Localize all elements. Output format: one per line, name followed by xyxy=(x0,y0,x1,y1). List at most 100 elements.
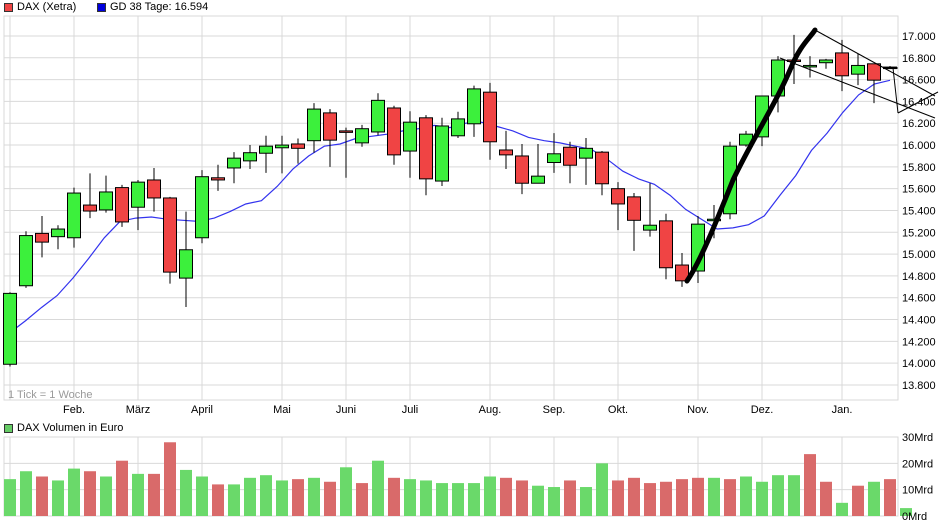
volume-bar xyxy=(804,454,816,516)
volume-bar xyxy=(852,485,864,516)
volume-tick-label: 20Mrd xyxy=(902,458,933,470)
volume-bar xyxy=(340,467,352,516)
volume-bar xyxy=(100,476,112,516)
price-tick-label: 16.000 xyxy=(902,140,936,152)
volume-bar xyxy=(212,484,224,516)
volume-bar xyxy=(308,477,320,516)
volume-bar xyxy=(324,481,336,516)
candle xyxy=(611,182,625,231)
volume-bar xyxy=(180,469,192,516)
volume-tick-label: 10Mrd xyxy=(902,485,933,497)
volume-bar xyxy=(564,480,576,516)
candle xyxy=(467,85,481,137)
candle xyxy=(307,103,321,153)
candle xyxy=(595,151,609,196)
candle xyxy=(339,127,353,178)
month-tick-label: Feb. xyxy=(63,404,85,416)
candle xyxy=(115,184,129,227)
candle xyxy=(387,105,401,165)
candle xyxy=(275,135,289,174)
candle xyxy=(131,179,145,231)
candle xyxy=(819,58,833,69)
price-tick-label: 15.600 xyxy=(902,184,936,196)
candle xyxy=(435,117,449,186)
volume-bar xyxy=(836,502,848,516)
month-tick-label: Juli xyxy=(402,404,419,416)
volume-bar xyxy=(244,477,256,516)
candle xyxy=(227,152,241,184)
candle xyxy=(659,213,673,280)
price-tick-label: 15.000 xyxy=(902,249,936,261)
volume-tick-label: 30Mrd xyxy=(902,432,933,444)
candle xyxy=(323,109,337,167)
legend-price-label: DAX (Xetra) xyxy=(17,1,77,13)
volume-bar xyxy=(500,477,512,516)
price-tick-label: 14.800 xyxy=(902,271,936,283)
volume-bar xyxy=(756,481,768,516)
legend-volume: DAX Volumen in Euro xyxy=(4,422,123,434)
candle xyxy=(499,130,513,170)
candle xyxy=(451,111,465,138)
volume-bar xyxy=(820,481,832,516)
candle xyxy=(419,115,433,196)
volume-tick-label: 0Mrd xyxy=(902,511,927,523)
volume-bar xyxy=(788,475,800,516)
volume-axis: 0Mrd 10Mrd 20Mrd 30Mrd xyxy=(902,432,933,523)
volume-bar xyxy=(532,485,544,516)
candle xyxy=(579,137,593,185)
volume-bar xyxy=(148,473,160,516)
price-tick-label: 16.800 xyxy=(902,53,936,65)
triangle-line-b xyxy=(897,91,939,114)
volume-bar xyxy=(372,460,384,516)
price-tick-label: 14.200 xyxy=(902,336,936,348)
candle xyxy=(259,135,273,173)
candle xyxy=(211,164,225,191)
candle xyxy=(643,183,657,237)
volume-bar xyxy=(612,480,624,516)
volume-bar xyxy=(36,476,48,516)
price-tick-label: 14.000 xyxy=(902,358,936,370)
legend-volume-label: DAX Volumen in Euro xyxy=(17,422,124,434)
volume-bar xyxy=(772,475,784,516)
volume-bar xyxy=(548,487,560,516)
month-tick-label: Okt. xyxy=(608,404,628,416)
trendline-rise xyxy=(684,27,818,284)
volume-bar xyxy=(20,471,32,516)
price-tick-label: 16.400 xyxy=(902,96,936,108)
legend-ma-swatch xyxy=(97,2,106,12)
candle xyxy=(563,141,577,184)
volume-bar xyxy=(84,471,96,516)
candle xyxy=(35,215,49,258)
volume-bar xyxy=(676,479,688,516)
month-tick-label: April xyxy=(191,404,213,416)
time-axis: Feb. März April Mai Juni Juli Aug. Sep. Okt. Nov.… xyxy=(63,404,852,416)
candlestick-series xyxy=(3,34,897,367)
price-tick-label: 17.000 xyxy=(902,31,936,43)
price-tick-label: 15.800 xyxy=(902,162,936,174)
candle xyxy=(403,111,417,178)
legend-price-swatch xyxy=(4,2,13,12)
candle xyxy=(19,231,33,288)
volume-bar xyxy=(436,483,448,516)
candle xyxy=(179,211,193,308)
volume-bar xyxy=(740,476,752,516)
volume-bar xyxy=(468,483,480,516)
volume-bar xyxy=(644,483,656,516)
price-tick-label: 14.400 xyxy=(902,315,936,327)
tick-note: 1 Tick = 1 Woche xyxy=(8,389,92,401)
volume-bars xyxy=(4,442,912,516)
volume-bar xyxy=(484,476,496,516)
candle xyxy=(291,138,305,164)
volume-bar xyxy=(692,477,704,516)
volume-bar xyxy=(4,479,16,516)
candle xyxy=(163,196,177,284)
volume-bar xyxy=(132,473,144,516)
candle xyxy=(3,292,17,367)
month-tick-label: März xyxy=(126,404,150,416)
candle xyxy=(99,175,113,213)
volume-bar xyxy=(420,480,432,516)
candle xyxy=(371,93,385,136)
month-tick-label: Nov. xyxy=(687,404,709,416)
candle xyxy=(867,63,881,104)
volume-bar xyxy=(452,483,464,516)
